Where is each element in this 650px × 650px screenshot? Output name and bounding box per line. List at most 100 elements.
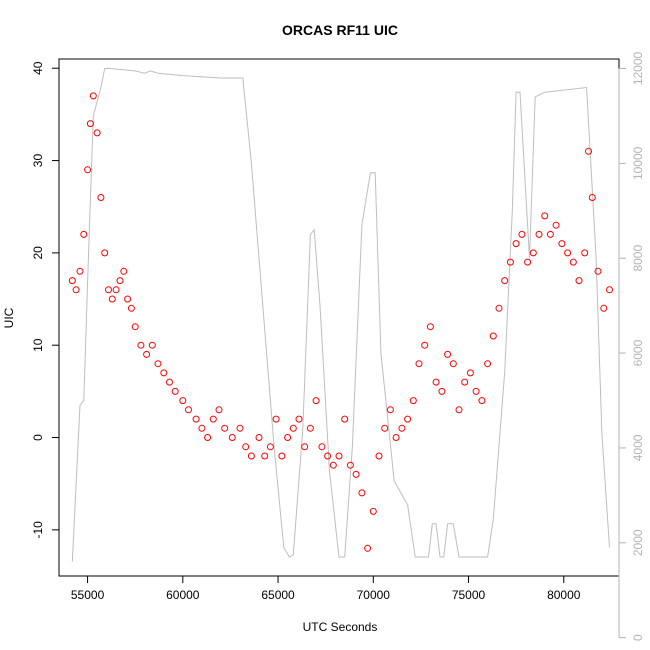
uic-point: [341, 415, 349, 423]
y-axis: -10 0 10 20 30 40: [31, 61, 60, 539]
uic-point: [266, 443, 274, 451]
y2-axis: 0 2000 4000 6000 8000 10000 12000: [618, 51, 645, 641]
uic-point: [529, 249, 537, 257]
uic-point: [143, 350, 151, 358]
y-tick-label: -10: [31, 521, 45, 539]
uic-point: [375, 452, 383, 460]
uic-point: [192, 415, 200, 423]
uic-point: [112, 286, 120, 294]
y2-tick-label: 8000: [631, 245, 645, 272]
uic-point: [575, 277, 583, 285]
uic-point: [472, 387, 480, 395]
x-tick-label: 55000: [71, 588, 105, 602]
x-axis-label: UTC Seconds: [303, 620, 378, 634]
uic-point: [358, 489, 366, 497]
uic-point: [80, 230, 88, 238]
uic-point: [242, 443, 250, 451]
uic-point: [495, 304, 503, 312]
uic-point: [386, 406, 394, 414]
x-tick-label: 65000: [261, 588, 295, 602]
uic-point: [72, 286, 80, 294]
y2-tick-label: 6000: [631, 339, 645, 366]
chart-title: ORCAS RF11 UIC: [282, 22, 398, 38]
uic-point: [546, 230, 554, 238]
uic-point: [449, 360, 457, 368]
altitude-line: [71, 68, 610, 562]
uic-point: [335, 452, 343, 460]
uic-point: [221, 424, 229, 432]
uic-point: [558, 240, 566, 248]
uic-point: [89, 92, 97, 100]
uic-point: [455, 406, 463, 414]
y2-tick-label: 12000: [631, 51, 645, 85]
uic-point: [166, 378, 173, 386]
uic-point: [552, 221, 560, 229]
uic-point: [524, 258, 532, 266]
uic-point: [426, 323, 434, 331]
uic-point: [506, 258, 514, 266]
x-tick-label: 70000: [357, 588, 391, 602]
uic-point: [461, 378, 469, 386]
y-tick-label: 40: [31, 61, 45, 75]
uic-point: [108, 295, 116, 303]
uic-point: [101, 249, 109, 257]
uic-point: [600, 304, 608, 312]
uic-point: [564, 249, 572, 257]
uic-point: [409, 397, 417, 405]
uic-point: [284, 434, 292, 441]
uic-point: [312, 397, 320, 405]
x-tick-label: 80000: [547, 588, 581, 602]
y-tick-label: 20: [31, 246, 45, 260]
uic-point: [131, 323, 139, 331]
uic-point: [369, 507, 377, 515]
x-axis: 55000 60000 65000 70000 75000 80000: [71, 575, 581, 602]
uic-point: [228, 434, 236, 441]
uic-point: [261, 452, 269, 460]
y-axis-label: UIC: [2, 307, 16, 328]
uic-point: [346, 461, 354, 469]
x-tick-label: 75000: [452, 588, 486, 602]
uic-point: [148, 341, 156, 349]
uic-point: [478, 397, 486, 405]
uic-point: [569, 258, 577, 266]
uic-point: [588, 194, 596, 201]
uic-point: [185, 406, 192, 414]
uic-point: [306, 424, 314, 432]
uic-point: [535, 230, 543, 238]
y2-tick-label: 2000: [631, 529, 645, 556]
uic-point: [606, 286, 613, 294]
uic-point: [84, 166, 92, 174]
uic-point: [295, 415, 303, 423]
y-tick-label: 10: [31, 338, 45, 352]
uic-point: [272, 415, 280, 423]
y-tick-label: 30: [31, 154, 45, 168]
uic-point: [318, 443, 326, 451]
uic-point: [501, 277, 509, 285]
uic-point: [352, 470, 360, 478]
uic-point: [68, 277, 76, 285]
y-tick-label: 0: [31, 434, 45, 441]
uic-point: [215, 406, 223, 414]
uic-point: [105, 286, 112, 294]
uic-point: [381, 424, 389, 432]
uic-point: [97, 194, 105, 201]
uic-point: [364, 544, 372, 552]
altitude-series: [71, 68, 610, 562]
uic-point: [127, 304, 135, 312]
uic-point: [398, 424, 406, 432]
uic-point: [171, 387, 179, 395]
uic-point: [204, 434, 212, 441]
uic-point: [432, 378, 440, 386]
uic-point: [512, 240, 520, 248]
uic-point: [124, 295, 132, 303]
uic-point: [289, 424, 297, 432]
uic-point: [116, 277, 124, 285]
uic-point: [324, 452, 332, 460]
uic-point: [466, 369, 474, 377]
uic-point: [484, 360, 492, 368]
uic-point: [198, 424, 206, 432]
uic-point: [209, 415, 217, 423]
y2-tick-label: 4000: [631, 434, 645, 461]
uic-point: [278, 452, 286, 460]
